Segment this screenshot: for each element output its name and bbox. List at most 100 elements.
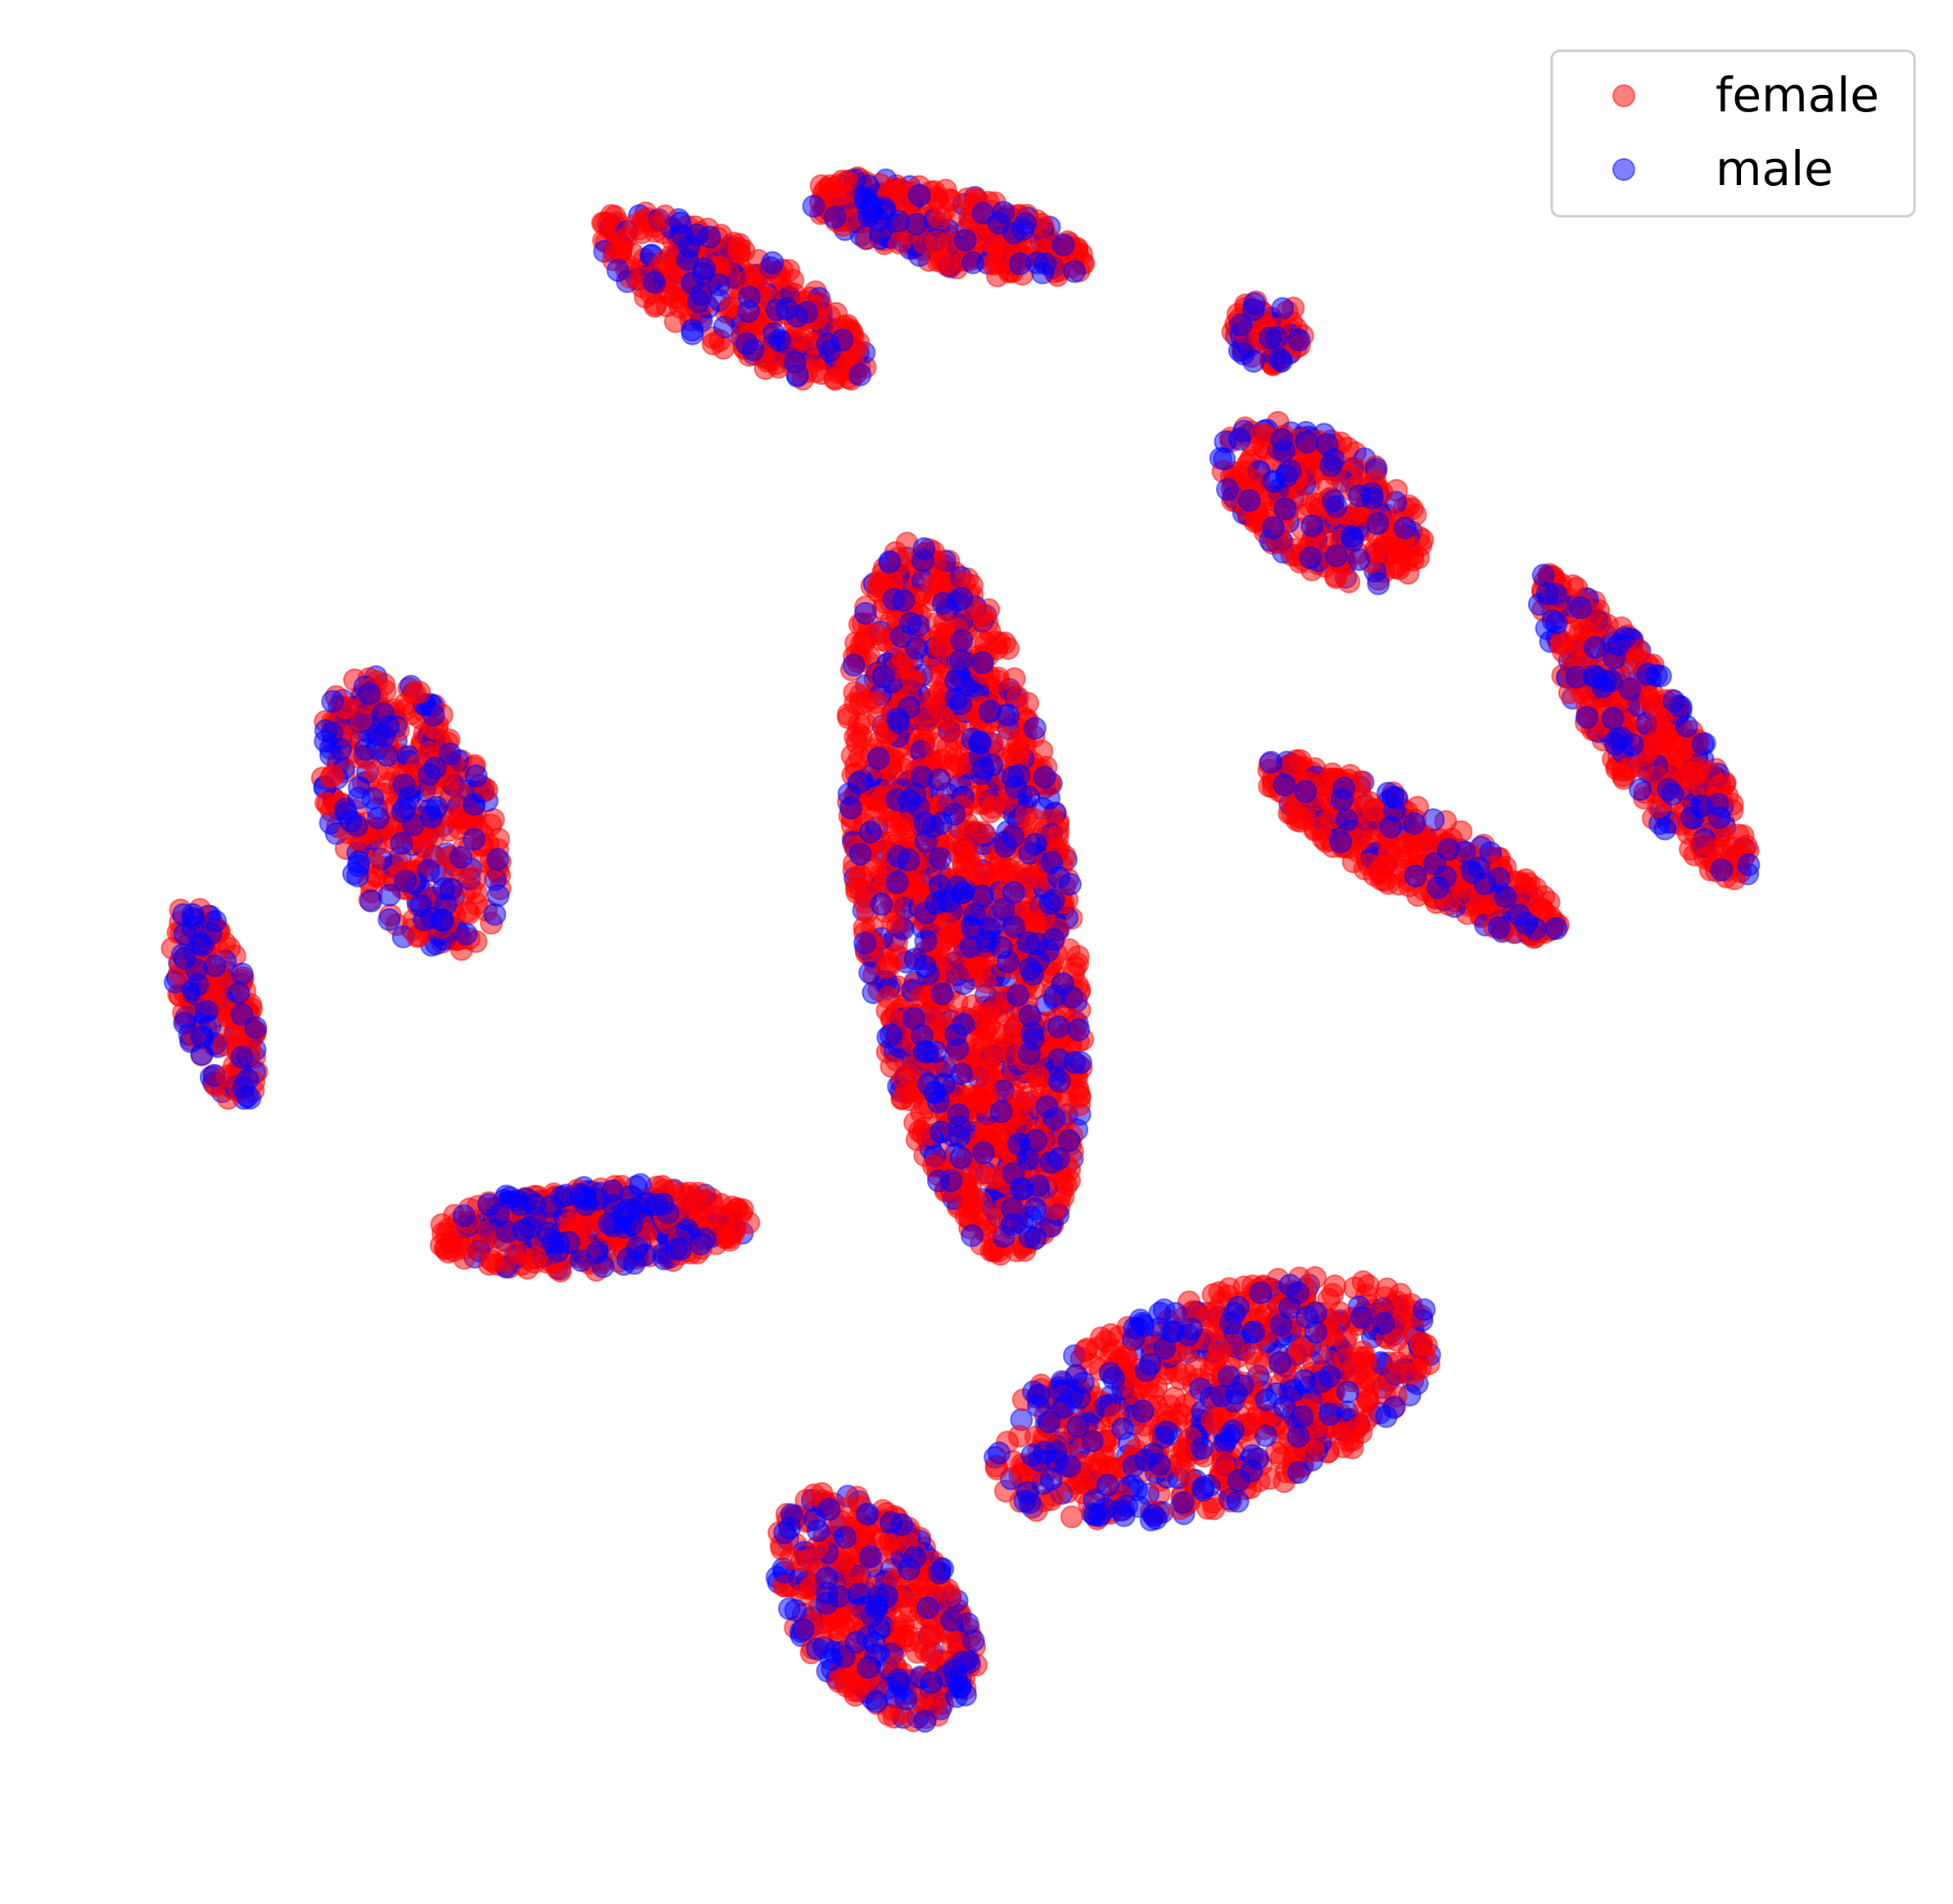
scatter-point-female (1002, 667, 1026, 690)
scatter-point-male (1325, 544, 1349, 568)
scatter-point-male (676, 247, 699, 271)
scatter-point-female (494, 1248, 518, 1272)
scatter-point-male (1514, 911, 1537, 935)
scatter-point-male (1324, 495, 1348, 518)
scatter-point-male (1393, 516, 1417, 540)
scatter-point-male (907, 183, 931, 207)
scatter-point-male (1575, 705, 1598, 729)
scatter-point-male (1544, 611, 1568, 635)
scatter-point-male (354, 738, 377, 762)
scatter-point-male (393, 796, 417, 820)
scatter-point-male (227, 981, 251, 1005)
scatter-point-male (1330, 788, 1354, 812)
scatter-point-male (795, 301, 819, 324)
scatter-point-male (1299, 546, 1322, 570)
scatter-point-male (591, 1255, 615, 1278)
scatter-point-male (910, 765, 934, 789)
scatter-point-male (953, 228, 977, 252)
scatter-point-male (1287, 328, 1311, 352)
scatter-point-female (314, 791, 337, 815)
scatter-point-male (230, 962, 254, 986)
scatter-point-male (425, 795, 449, 819)
scatter-point-female (680, 1192, 704, 1215)
scatter-point-male (886, 844, 910, 868)
scatter-point-male (1035, 1095, 1059, 1119)
scatter-point-female (1024, 911, 1047, 934)
scatter-point-female (845, 730, 869, 754)
scatter-point-male (1031, 261, 1055, 285)
scatter-point-male (321, 690, 345, 713)
scatter-point-male (375, 744, 399, 767)
scatter-point-male (927, 1090, 950, 1114)
scatter-point-male (671, 224, 694, 248)
scatter-point-male (1603, 647, 1626, 670)
scatter-point-male (569, 1249, 593, 1273)
scatter-point-male (390, 831, 414, 855)
scatter-point-male (643, 270, 667, 294)
scatter-point-male (1653, 817, 1677, 841)
scatter-point-male (394, 869, 417, 893)
scatter-point-male (1366, 512, 1390, 536)
scatter-point-male (950, 629, 974, 653)
scatter-point-male (1707, 806, 1731, 830)
scatter-point-male (203, 954, 227, 978)
scatter-point-male (1603, 732, 1627, 756)
scatter-point-male (346, 864, 369, 888)
scatter-point-male (1315, 432, 1339, 456)
scatter-point-male (483, 902, 507, 926)
scatter-point-male (173, 1011, 197, 1035)
scatter-point-female (890, 1087, 914, 1110)
scatter-point-male (948, 649, 972, 672)
scatter-point-male (1060, 985, 1083, 1009)
scatter-point-female (974, 970, 997, 994)
scatter-point-female (954, 957, 978, 981)
scatter-point-female (1362, 798, 1386, 822)
scatter-point-female (1616, 758, 1639, 782)
scatter-point-male (186, 973, 210, 997)
scatter-point-male (1026, 1174, 1050, 1197)
scatter-point-male (1583, 635, 1607, 659)
scatter-point-female (487, 827, 510, 851)
scatter-point-male (1691, 732, 1715, 756)
scatter-point-male (418, 762, 441, 786)
scatter-point-female (699, 1187, 723, 1211)
scatter-point-male (1001, 825, 1025, 848)
scatter-point-male (761, 251, 784, 274)
scatter-point-male (853, 931, 877, 955)
scatter-point-male (912, 537, 936, 560)
scatter-point-male (546, 1239, 570, 1263)
scatter-point-male (626, 1196, 650, 1219)
scatter-point-male (449, 845, 472, 869)
scatter-point-male (879, 1023, 902, 1047)
scatter-point-male (947, 1124, 971, 1148)
scatter-point-male (1487, 916, 1511, 939)
scatter-point-female (522, 1250, 546, 1274)
scatter-point-female (929, 206, 952, 230)
scatter-point-female (864, 691, 888, 715)
scatter-point-male (1569, 596, 1593, 620)
scatter-point-male (523, 1205, 547, 1229)
scatter-point-female (961, 994, 984, 1018)
scatter-point-male (1319, 454, 1342, 477)
scatter-point-male (961, 727, 984, 751)
scatter-point-male (870, 893, 893, 916)
scatter-point-male (691, 261, 715, 285)
scatter-point-male (837, 782, 861, 806)
scatter-point-female (611, 229, 635, 253)
scatter-point-male (952, 1013, 975, 1037)
scatter-point-male (842, 654, 866, 677)
scatter-point-female (876, 985, 900, 1009)
scatter-point-male (902, 1006, 925, 1030)
scatter-point-male (1710, 858, 1734, 882)
scatter-point-male (1008, 252, 1032, 276)
scatter-point-male (669, 1237, 692, 1261)
scatter-point-male (1544, 916, 1568, 940)
scatter-point-male (1473, 872, 1497, 896)
scatter-point-male (1040, 851, 1064, 875)
scatter-point-male (1329, 830, 1353, 854)
scatter-point-male (1679, 806, 1703, 830)
scatter-point-female (727, 237, 751, 260)
scatter-point-male (676, 1218, 699, 1241)
scatter-point-male (422, 703, 445, 727)
